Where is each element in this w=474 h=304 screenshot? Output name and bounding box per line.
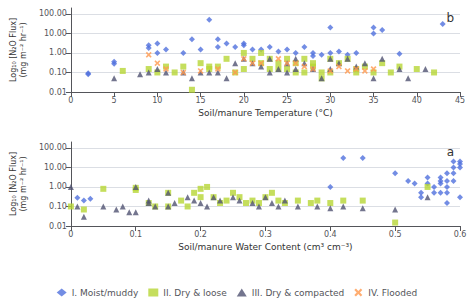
svg-text:b: b: [446, 11, 454, 25]
svg-text:40: 40: [412, 96, 422, 105]
svg-text:a: a: [447, 145, 454, 159]
svg-text:10.00: 10.00: [44, 29, 67, 38]
svg-text:10.00: 10.00: [44, 163, 67, 172]
svg-text:(mg m⁻² hr⁻¹): (mg m⁻² hr⁻¹): [19, 22, 28, 77]
svg-text:0.3: 0.3: [259, 230, 272, 239]
svg-text:I. Moist/muddy: I. Moist/muddy: [72, 288, 139, 298]
svg-text:Log₁₀ [N₂O Flux]: Log₁₀ [N₂O Flux]: [9, 18, 18, 82]
svg-text:III. Dry & compacted: III. Dry & compacted: [252, 288, 345, 298]
svg-text:10: 10: [152, 96, 162, 105]
svg-text:0.6: 0.6: [454, 230, 467, 239]
svg-text:(mg m⁻² hr⁻¹): (mg m⁻² hr⁻¹): [19, 156, 28, 211]
svg-text:Soil/manure Temperature (°C): Soil/manure Temperature (°C): [198, 108, 333, 118]
svg-text:0.5: 0.5: [389, 230, 402, 239]
svg-text:Log₁₀ [N₂O Flux]: Log₁₀ [N₂O Flux]: [9, 152, 18, 216]
svg-text:0: 0: [68, 96, 73, 105]
svg-text:30: 30: [325, 96, 335, 105]
svg-text:100.00: 100.00: [39, 143, 67, 152]
svg-text:0.2: 0.2: [194, 230, 207, 239]
svg-text:45: 45: [455, 96, 465, 105]
svg-text:IV. Flooded: IV. Flooded: [368, 288, 417, 298]
svg-text:25: 25: [282, 96, 292, 105]
svg-text:15: 15: [196, 96, 206, 105]
svg-text:100.00: 100.00: [39, 9, 67, 18]
svg-text:0.4: 0.4: [324, 230, 337, 239]
svg-text:5: 5: [112, 96, 117, 105]
svg-text:35: 35: [368, 96, 378, 105]
svg-text:0.01: 0.01: [49, 88, 67, 97]
svg-text:20: 20: [239, 96, 249, 105]
svg-text:0.01: 0.01: [49, 222, 67, 231]
svg-text:II. Dry & loose: II. Dry & loose: [163, 288, 227, 298]
svg-text:0.10: 0.10: [49, 202, 67, 211]
svg-text:Soil/manure Water Content (cm³: Soil/manure Water Content (cm³ cm⁻³): [178, 242, 352, 252]
svg-text:1.00: 1.00: [49, 48, 67, 57]
svg-text:1.00: 1.00: [49, 182, 67, 191]
svg-text:0: 0: [68, 230, 73, 239]
svg-text:0.10: 0.10: [49, 68, 67, 77]
svg-text:0.1: 0.1: [129, 230, 142, 239]
